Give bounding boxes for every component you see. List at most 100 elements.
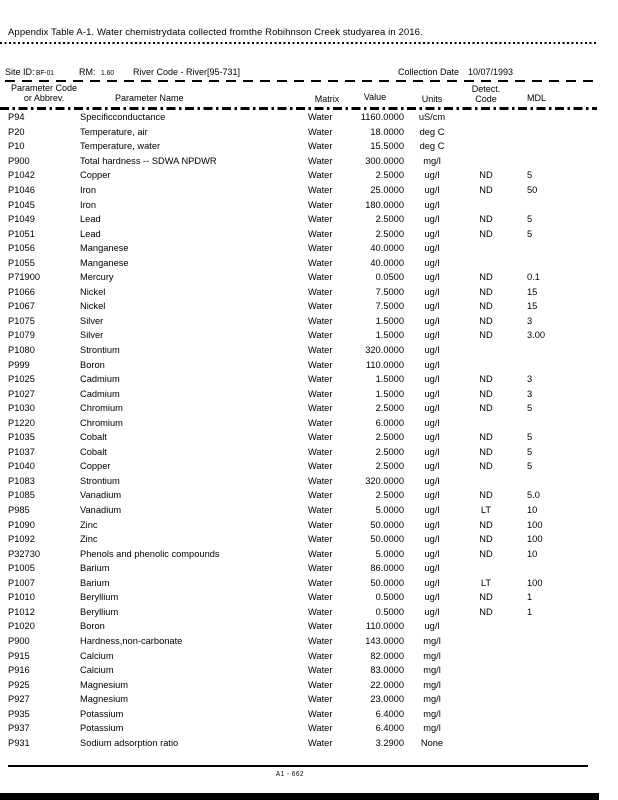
cell-name: Barium xyxy=(80,563,110,574)
river-mile-label: RM: xyxy=(79,67,96,77)
column-header-value: Value xyxy=(363,92,387,102)
column-header-parameter-name: Parameter Name xyxy=(115,93,184,103)
table-row: P1020 Boron Water 110.0000 ug/l xyxy=(0,619,618,634)
cell-matrix: Water xyxy=(308,432,333,443)
cell-mdl: 3 xyxy=(527,374,533,385)
table-row: P1090 Zinc Water 50.0000 ug/l ND 100 xyxy=(0,517,618,532)
cell-code: P1083 xyxy=(8,475,35,486)
cell-units: ug/l xyxy=(424,519,440,530)
cell-value: 22.0000 xyxy=(370,679,404,690)
cell-value: 50.0000 xyxy=(370,519,404,530)
cell-mdl: 0.1 xyxy=(527,272,540,283)
cell-value: 110.0000 xyxy=(365,359,404,370)
cell-name: Total hardness -- SDWA NPDWR xyxy=(80,155,217,166)
cell-matrix: Water xyxy=(308,461,333,472)
table-row: P915 Calcium Water 82.0000 mg/l xyxy=(0,648,618,663)
table-body: P94 Specificconductance Water 1160.0000 uS/c… xyxy=(0,110,618,750)
collection-date-value: 10/07/1993 xyxy=(468,67,514,77)
cell-units: ug/l xyxy=(424,621,440,632)
cell-matrix: Water xyxy=(308,519,333,530)
cell-matrix: Water xyxy=(308,228,333,239)
cell-name: Lead xyxy=(80,214,101,225)
cell-value: 5.0000 xyxy=(375,548,404,559)
table-row: P1030 Chromium Water 2.5000 ug/l ND 5 xyxy=(0,401,618,416)
cell-mdl: 5.0 xyxy=(527,490,540,501)
cell-units: ug/l xyxy=(424,446,440,457)
column-header-detect-line1: Detect. xyxy=(471,84,501,94)
cell-units: mg/l xyxy=(423,679,441,690)
cell-matrix: Water xyxy=(308,606,333,617)
cell-matrix: Water xyxy=(308,345,333,356)
cell-value: 82.0000 xyxy=(370,650,404,661)
cell-value: 2.5000 xyxy=(375,403,404,414)
column-header-detect-line2: Code xyxy=(475,94,497,104)
table-row: P1040 Copper Water 2.5000 ug/l ND 5 xyxy=(0,459,618,474)
cell-units: mg/l xyxy=(423,665,441,676)
cell-name: Silver xyxy=(80,330,104,341)
table-row: P1010 Beryllium Water 0.5000 ug/l ND 1 xyxy=(0,590,618,605)
table-row: P1067 Nickel Water 7.5000 ug/l ND 15 xyxy=(0,299,618,314)
cell-value: 6.0000 xyxy=(375,417,404,428)
cell-code: P999 xyxy=(8,359,30,370)
cell-matrix: Water xyxy=(308,635,333,646)
cell-value: 2.5000 xyxy=(375,170,404,181)
cell-name: Manganese xyxy=(80,257,129,268)
cell-units: ug/l xyxy=(424,286,440,297)
cell-units: ug/l xyxy=(424,563,440,574)
cell-detect: ND xyxy=(479,170,493,181)
cell-detect: LT xyxy=(480,577,492,588)
table-row: P1027 Cadmium Water 1.5000 ug/l ND 3 xyxy=(0,386,618,401)
cell-name: Barium xyxy=(80,577,110,588)
cell-value: 0.0500 xyxy=(375,272,404,283)
cell-code: P1046 xyxy=(8,185,35,195)
cell-matrix: Water xyxy=(308,272,333,283)
cell-value: 15.5000 xyxy=(370,141,404,152)
cell-mdl: 1 xyxy=(527,592,533,603)
cell-value: 6.4000 xyxy=(375,708,404,719)
cell-value: 1.5000 xyxy=(375,315,404,326)
cell-code: P71900 xyxy=(8,272,41,283)
cell-name: Strontium xyxy=(80,475,120,486)
cell-mdl: 15 xyxy=(527,301,538,312)
table-row: P1220 Chromium Water 6.0000 ug/l xyxy=(0,415,618,430)
cell-matrix: Water xyxy=(308,141,333,152)
cell-units: ug/l xyxy=(424,490,440,501)
cell-name: Mercury xyxy=(80,272,114,283)
cell-units: ug/l xyxy=(424,577,440,588)
table-row: P1007 Barium Water 50.0000 ug/l LT 100 xyxy=(0,576,618,591)
cell-matrix: Water xyxy=(308,650,333,661)
table-row: P20 Temperature, air Water 18.0000 deg C xyxy=(0,125,618,140)
cell-value: 2.5000 xyxy=(375,461,404,472)
cell-name: Boron xyxy=(80,359,105,370)
table-row: P1080 Strontium Water 320.0000 ug/l xyxy=(0,343,618,358)
cell-value: 23.0000 xyxy=(370,694,404,705)
cell-matrix: Water xyxy=(308,301,333,312)
table-row: P32730 Phenols and phenolic compounds Wate… xyxy=(0,546,618,561)
cell-units: ug/l xyxy=(424,315,440,326)
table-row: P1075 Silver Water 1.5000 ug/l ND 3 xyxy=(0,314,618,329)
cell-code: P1040 xyxy=(8,461,35,472)
cell-matrix: Water xyxy=(308,708,333,719)
cell-matrix: Water xyxy=(308,257,333,268)
cell-value: 1.5000 xyxy=(375,374,404,385)
cell-value: 2.5000 xyxy=(375,490,404,501)
cell-matrix: Water xyxy=(308,417,333,428)
cell-detect: ND xyxy=(479,286,493,297)
cell-name: Specificconductance xyxy=(80,112,166,123)
cell-detect: ND xyxy=(479,272,493,283)
cell-matrix: Water xyxy=(308,577,333,588)
cell-name: Silver xyxy=(80,315,104,326)
dashed-rule xyxy=(5,80,595,82)
cell-mdl: 5 xyxy=(527,403,533,414)
table-row: P935 Potassium Water 6.4000 mg/l xyxy=(0,706,618,721)
cell-detect: ND xyxy=(479,446,493,457)
cell-matrix: Water xyxy=(308,403,333,414)
cell-value: 83.0000 xyxy=(370,665,404,676)
cell-name: Beryllium xyxy=(80,592,119,603)
cell-mdl: 10 xyxy=(527,548,538,559)
cell-matrix: Water xyxy=(308,374,333,385)
cell-matrix: Water xyxy=(308,737,333,748)
cell-detect: ND xyxy=(479,606,493,617)
cell-code: P94 xyxy=(8,112,25,123)
cell-value: 86.0000 xyxy=(370,563,404,574)
